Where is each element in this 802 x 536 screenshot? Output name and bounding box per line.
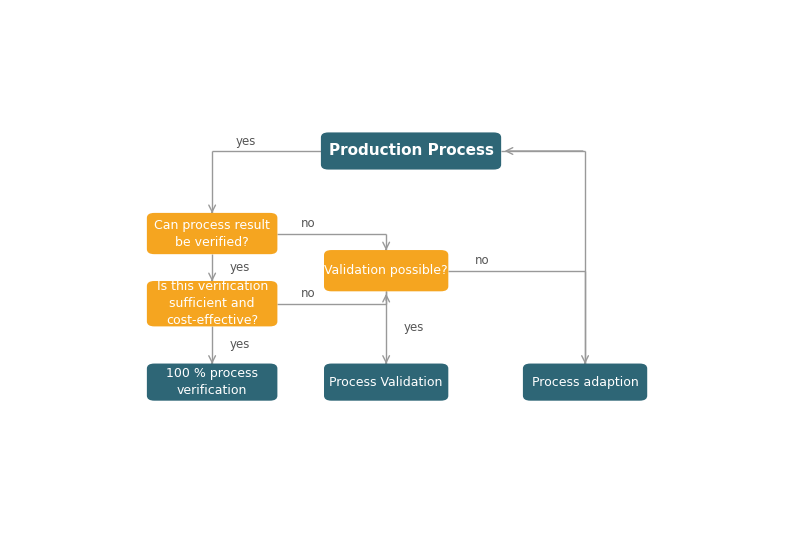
Text: no: no bbox=[302, 287, 316, 300]
Text: Is this verification
sufficient and
cost-effective?: Is this verification sufficient and cost… bbox=[156, 280, 268, 327]
Text: Can process result
be verified?: Can process result be verified? bbox=[154, 219, 270, 249]
Text: yes: yes bbox=[404, 321, 424, 334]
Text: no: no bbox=[476, 254, 490, 267]
Text: 100 % process
verification: 100 % process verification bbox=[166, 367, 258, 397]
FancyBboxPatch shape bbox=[324, 363, 448, 401]
Text: Validation possible?: Validation possible? bbox=[324, 264, 448, 277]
FancyBboxPatch shape bbox=[321, 132, 501, 169]
Text: Process Validation: Process Validation bbox=[330, 376, 443, 389]
FancyBboxPatch shape bbox=[147, 281, 277, 326]
Text: no: no bbox=[302, 217, 316, 230]
FancyBboxPatch shape bbox=[523, 363, 647, 401]
Text: yes: yes bbox=[230, 338, 250, 352]
FancyBboxPatch shape bbox=[324, 250, 448, 292]
Text: Production Process: Production Process bbox=[329, 144, 493, 159]
FancyBboxPatch shape bbox=[147, 213, 277, 254]
Text: Process adaption: Process adaption bbox=[532, 376, 638, 389]
FancyBboxPatch shape bbox=[147, 363, 277, 401]
Text: yes: yes bbox=[236, 136, 257, 148]
Text: yes: yes bbox=[230, 261, 250, 274]
